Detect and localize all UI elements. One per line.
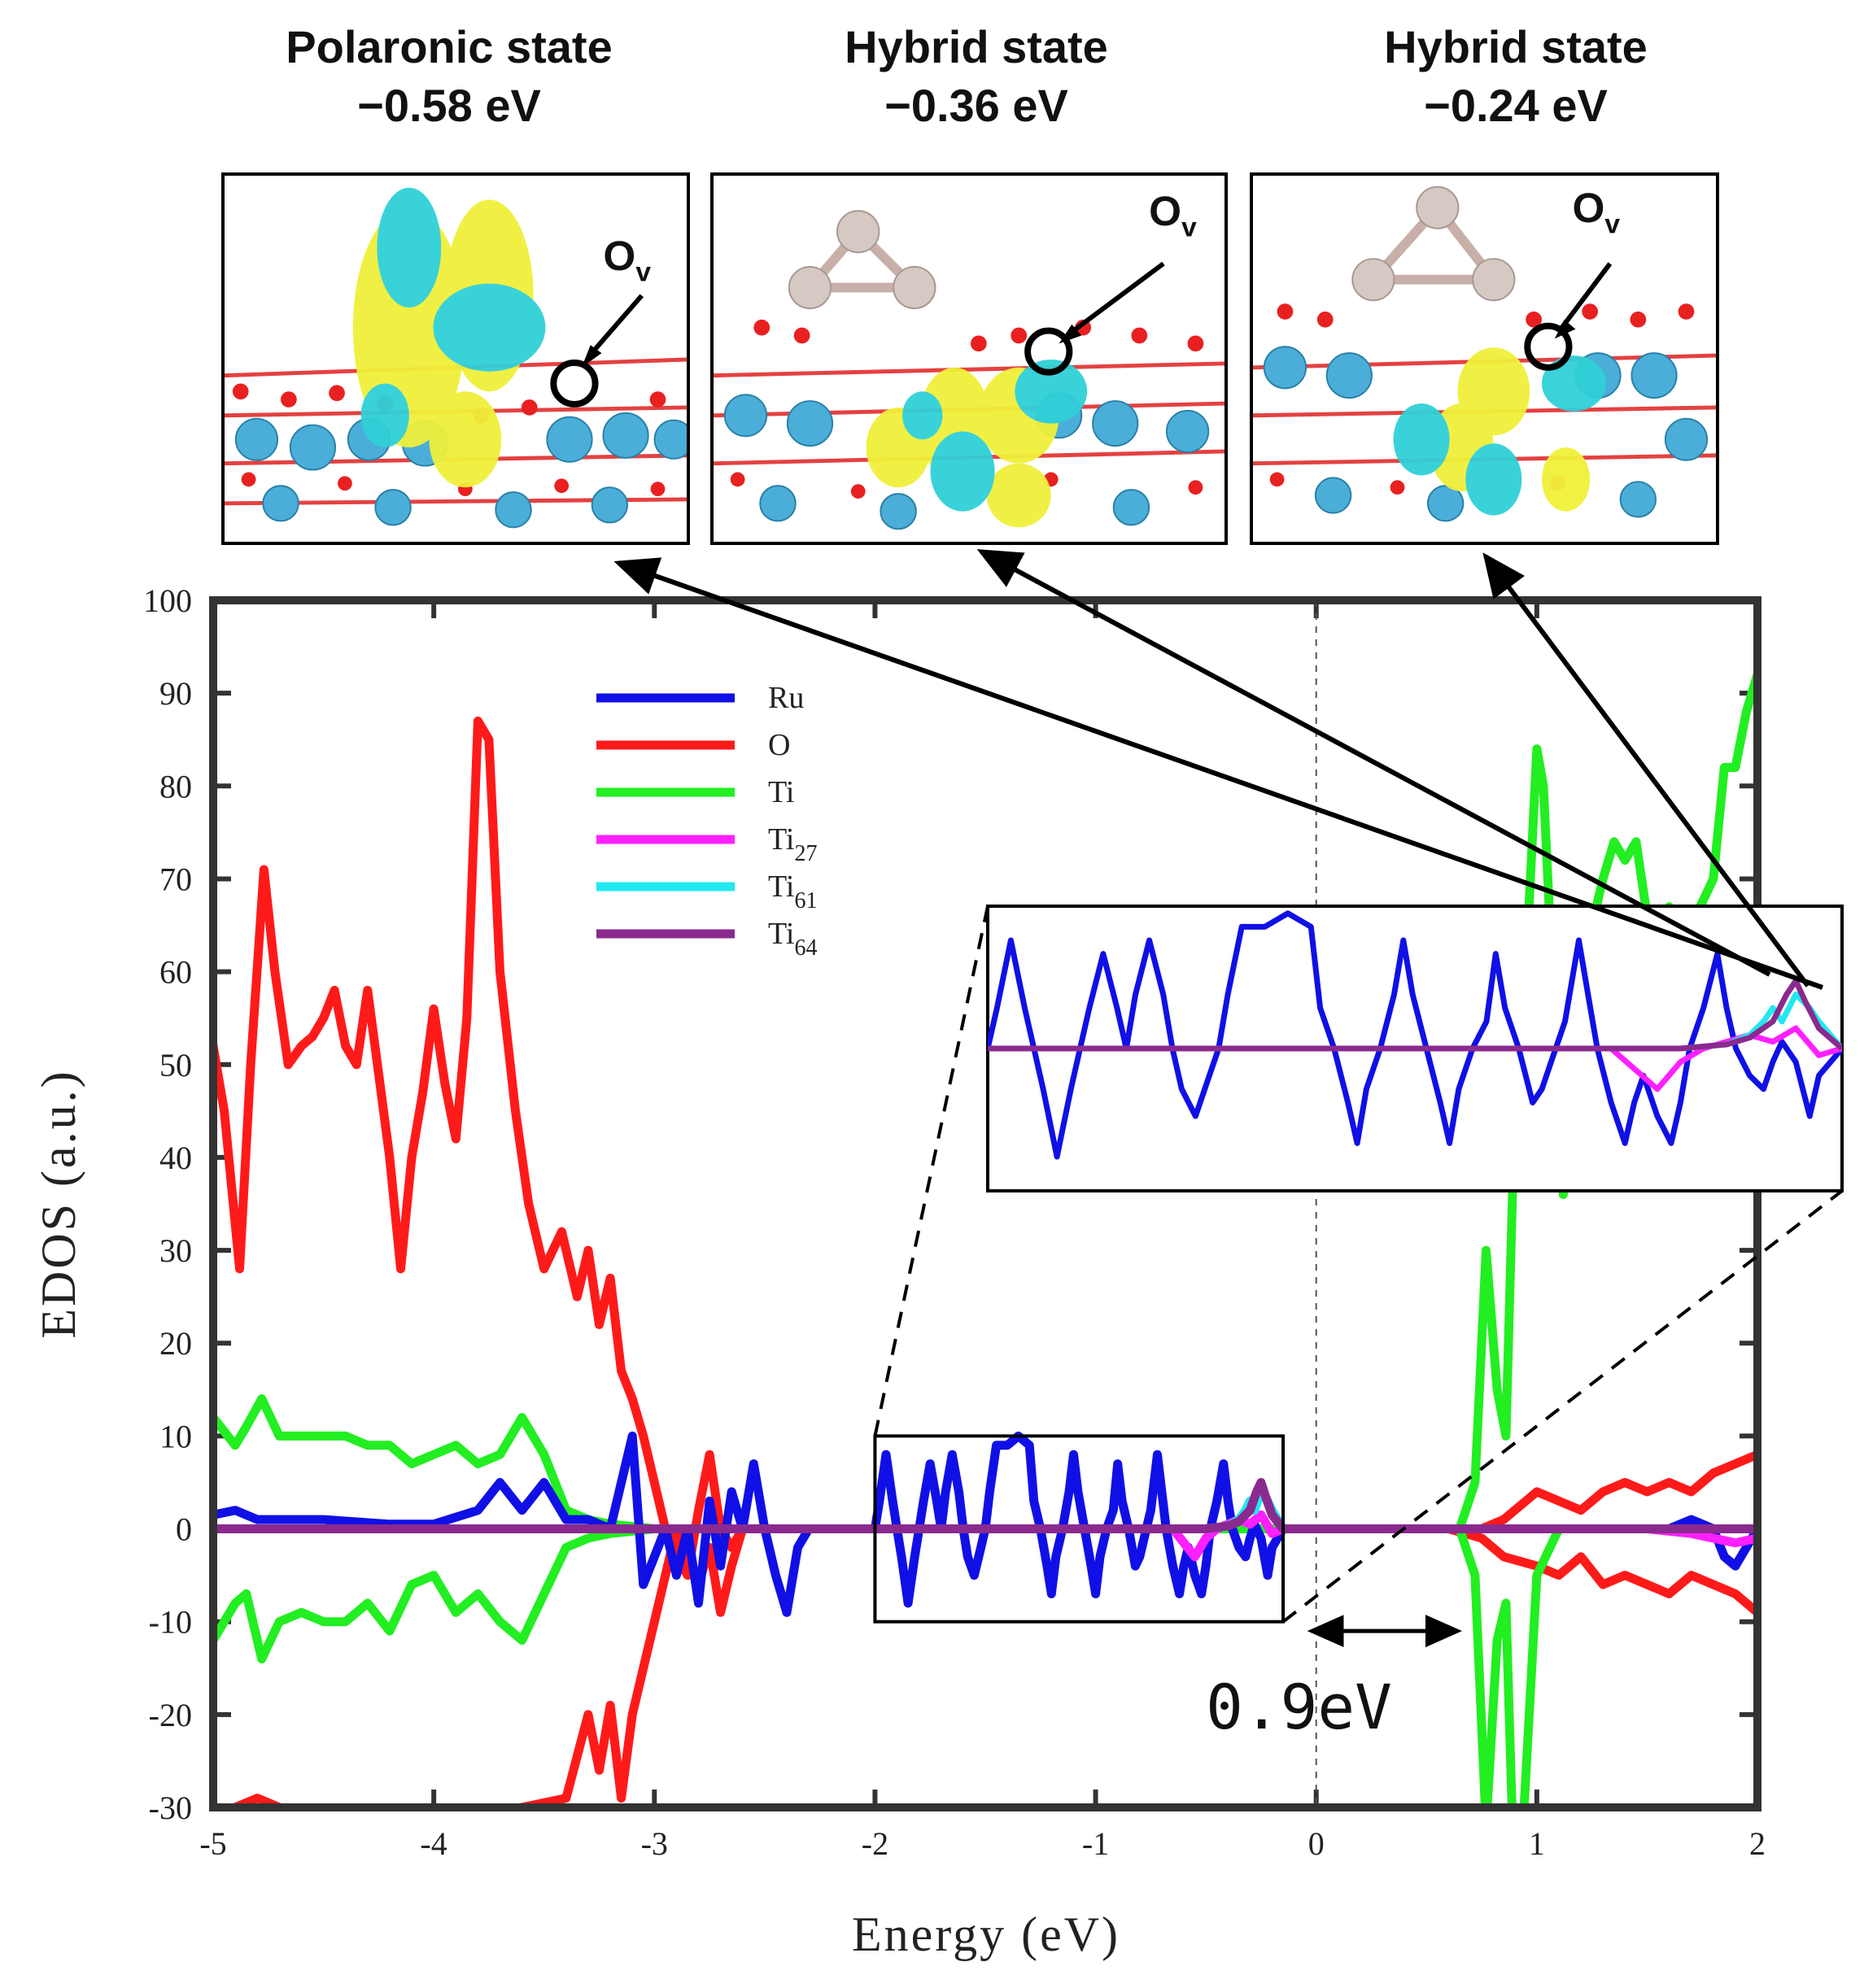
y-tick-label: 50 — [159, 1047, 192, 1083]
x-tick-label: -5 — [199, 1825, 226, 1862]
x-tick-label: -1 — [1082, 1825, 1109, 1862]
hybrid-state-1-image: Ov — [710, 172, 1228, 545]
panel-1-title-text: Polaronic state — [286, 21, 613, 72]
inset-series-line — [988, 978, 1842, 1052]
panel-1-title: Polaronic state −0.58 eV — [189, 18, 709, 135]
zoom-connector-bottom — [1281, 1189, 1844, 1624]
y-tick-label: 80 — [159, 768, 192, 804]
y-tick-label: 100 — [143, 582, 192, 619]
inset-zoom-box — [873, 1434, 1286, 1624]
panel-3-energy: −0.24 eV — [1424, 80, 1608, 131]
series-line — [220, 1524, 1759, 1809]
y-tick-label: 20 — [159, 1325, 192, 1362]
x-tick-label: -4 — [420, 1825, 447, 1862]
panel-2-title-text: Hybrid state — [845, 21, 1108, 72]
plot-frame — [209, 596, 1761, 1811]
polaronic-state-image: Ov — [221, 172, 690, 545]
axis-ticks — [211, 598, 1760, 1810]
y-tick-label: -30 — [149, 1790, 192, 1826]
y-axis-label: EDOS (a.u.) — [32, 1069, 85, 1338]
y-tick-label: 60 — [159, 954, 192, 991]
series-line — [212, 716, 1759, 1580]
legend-label: Ti64 — [768, 917, 817, 961]
x-tick-label: 0 — [1308, 1825, 1325, 1862]
pointer-arrow-polaronic — [613, 557, 1823, 990]
legend-label: Ti — [768, 775, 794, 809]
panel-3-ov-label: Ov — [1572, 185, 1620, 240]
panel-2-title: Hybrid state −0.36 eV — [716, 18, 1237, 135]
x-tick-label: -3 — [641, 1825, 668, 1862]
panel-1-energy: −0.58 eV — [357, 80, 541, 131]
y-tick-label: 40 — [159, 1140, 192, 1176]
y-tick-label: 30 — [159, 1232, 192, 1269]
series-line — [212, 1524, 1759, 1809]
x-tick-label: 1 — [1529, 1825, 1545, 1862]
series-group — [212, 669, 1759, 1809]
series-line — [212, 1478, 1759, 1533]
x-tick-label: -2 — [862, 1825, 888, 1862]
panel-3-title-text: Hybrid state — [1384, 21, 1648, 72]
pointer-arrow-hybrid-1 — [976, 549, 1771, 977]
inset-series-group — [988, 910, 1842, 1160]
tick-labels: -5 -4 -3 -2 -1 0 1 2-30-20-10010203040506070809… — [143, 582, 1766, 1862]
panel-1-ov-label: Ov — [603, 233, 651, 288]
legend-label: Ru — [768, 681, 804, 715]
hybrid-state-2-image: Ov — [1250, 172, 1719, 545]
legend-label: Ti27 — [768, 822, 817, 866]
y-tick-label: -20 — [149, 1697, 192, 1733]
panel-3-title: Hybrid state −0.24 eV — [1255, 18, 1776, 135]
y-tick-label: 90 — [159, 675, 192, 712]
y-tick-label: 70 — [159, 861, 192, 897]
zoom-connector-top — [873, 905, 989, 1437]
y-tick-label: 10 — [159, 1418, 192, 1454]
y-tick-label: 0 — [176, 1511, 192, 1548]
panel-2-energy: −0.36 eV — [884, 80, 1068, 131]
y-tick-label: -10 — [149, 1604, 192, 1641]
x-tick-label: 2 — [1749, 1825, 1766, 1862]
x-axis-label: Energy (eV) — [852, 1907, 1120, 1961]
legend-label: Ti61 — [768, 870, 817, 913]
pointer-arrow-hybrid-2 — [1482, 552, 1810, 987]
legend-label: O — [768, 728, 790, 762]
band-gap-label: 0.9eV — [1206, 1671, 1392, 1743]
series-line — [212, 1431, 1759, 1617]
panel-2-ov-label: Ov — [1149, 188, 1197, 243]
